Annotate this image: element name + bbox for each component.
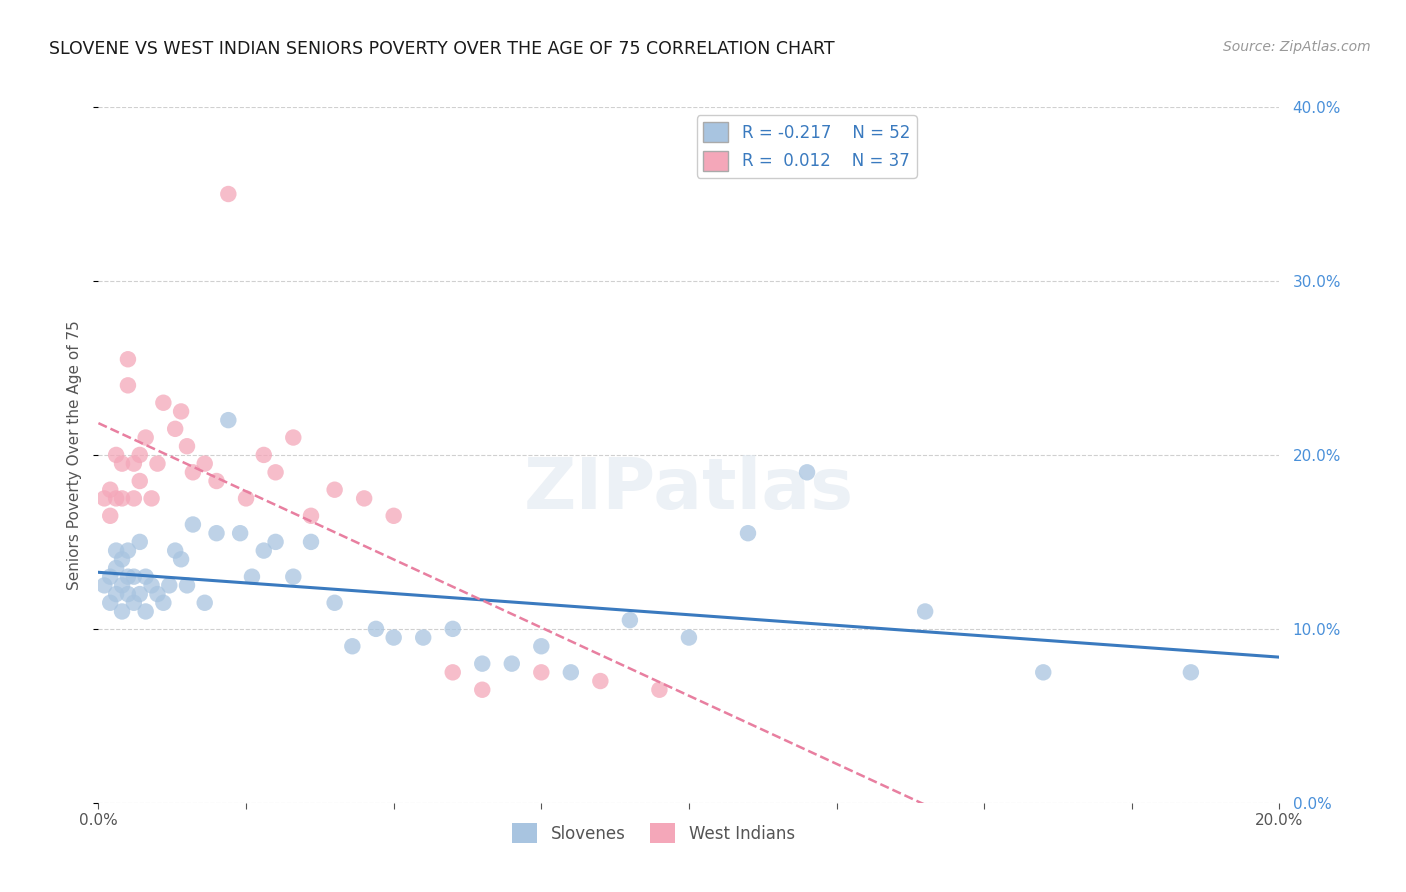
Point <box>560 665 582 680</box>
Point <box>253 448 276 462</box>
Point <box>105 543 128 558</box>
Point <box>98 483 121 497</box>
Point <box>105 587 128 601</box>
Point <box>1180 665 1202 680</box>
Point <box>98 596 121 610</box>
Point <box>98 508 121 523</box>
Point <box>111 552 134 566</box>
Point <box>323 596 346 610</box>
Point <box>283 570 305 584</box>
Point <box>471 657 494 671</box>
Point <box>146 587 169 601</box>
Point <box>135 605 157 619</box>
Y-axis label: Seniors Poverty Over the Age of 75: Seniors Poverty Over the Age of 75 <box>67 320 83 590</box>
Point <box>412 631 434 645</box>
Point <box>135 570 157 584</box>
Point <box>382 631 405 645</box>
Point <box>678 631 700 645</box>
Point <box>181 466 204 480</box>
Point <box>111 605 134 619</box>
Point <box>170 552 193 566</box>
Point <box>176 439 198 453</box>
Point <box>796 466 818 480</box>
Point <box>111 457 134 471</box>
Point <box>501 657 523 671</box>
Point <box>111 578 134 592</box>
Point <box>471 682 494 697</box>
Point <box>235 491 257 506</box>
Point <box>146 457 169 471</box>
Point <box>323 483 346 497</box>
Point <box>111 491 134 506</box>
Point <box>128 448 150 462</box>
Point <box>194 457 217 471</box>
Point <box>914 605 936 619</box>
Point <box>141 491 163 506</box>
Point <box>98 570 121 584</box>
Point <box>264 534 287 549</box>
Point <box>165 422 187 436</box>
Point <box>122 491 145 506</box>
Point <box>135 430 157 444</box>
Point <box>128 587 150 601</box>
Point <box>105 448 128 462</box>
Point <box>122 570 145 584</box>
Point <box>299 534 322 549</box>
Point <box>117 352 139 367</box>
Point <box>122 457 145 471</box>
Point <box>194 596 217 610</box>
Point <box>264 466 287 480</box>
Point <box>152 596 174 610</box>
Point <box>342 639 364 653</box>
Text: SLOVENE VS WEST INDIAN SENIORS POVERTY OVER THE AGE OF 75 CORRELATION CHART: SLOVENE VS WEST INDIAN SENIORS POVERTY O… <box>49 40 835 58</box>
Point <box>181 517 204 532</box>
Point <box>353 491 375 506</box>
Point <box>117 587 139 601</box>
Point <box>530 639 553 653</box>
Point <box>128 534 150 549</box>
Point <box>93 491 115 506</box>
Point <box>253 543 276 558</box>
Point <box>105 491 128 506</box>
Point <box>117 543 139 558</box>
Point <box>205 526 228 541</box>
Text: Source: ZipAtlas.com: Source: ZipAtlas.com <box>1223 40 1371 54</box>
Point <box>530 665 553 680</box>
Point <box>441 622 464 636</box>
Point <box>165 543 187 558</box>
Point <box>141 578 163 592</box>
Point <box>128 474 150 488</box>
Point <box>152 395 174 409</box>
Point <box>648 682 671 697</box>
Point <box>589 674 612 689</box>
Point <box>737 526 759 541</box>
Point <box>217 413 239 427</box>
Point <box>217 187 239 202</box>
Point <box>117 378 139 392</box>
Legend: Slovenes, West Indians: Slovenes, West Indians <box>506 816 801 850</box>
Point <box>170 404 193 418</box>
Point <box>619 613 641 627</box>
Point <box>229 526 252 541</box>
Point <box>441 665 464 680</box>
Point <box>176 578 198 592</box>
Point <box>93 578 115 592</box>
Point <box>157 578 180 592</box>
Point <box>382 508 405 523</box>
Point <box>205 474 228 488</box>
Text: ZIPatlas: ZIPatlas <box>524 455 853 524</box>
Point <box>364 622 387 636</box>
Point <box>299 508 322 523</box>
Point <box>117 570 139 584</box>
Point <box>122 596 145 610</box>
Point <box>240 570 263 584</box>
Point <box>283 430 305 444</box>
Point <box>105 561 128 575</box>
Point <box>1032 665 1054 680</box>
